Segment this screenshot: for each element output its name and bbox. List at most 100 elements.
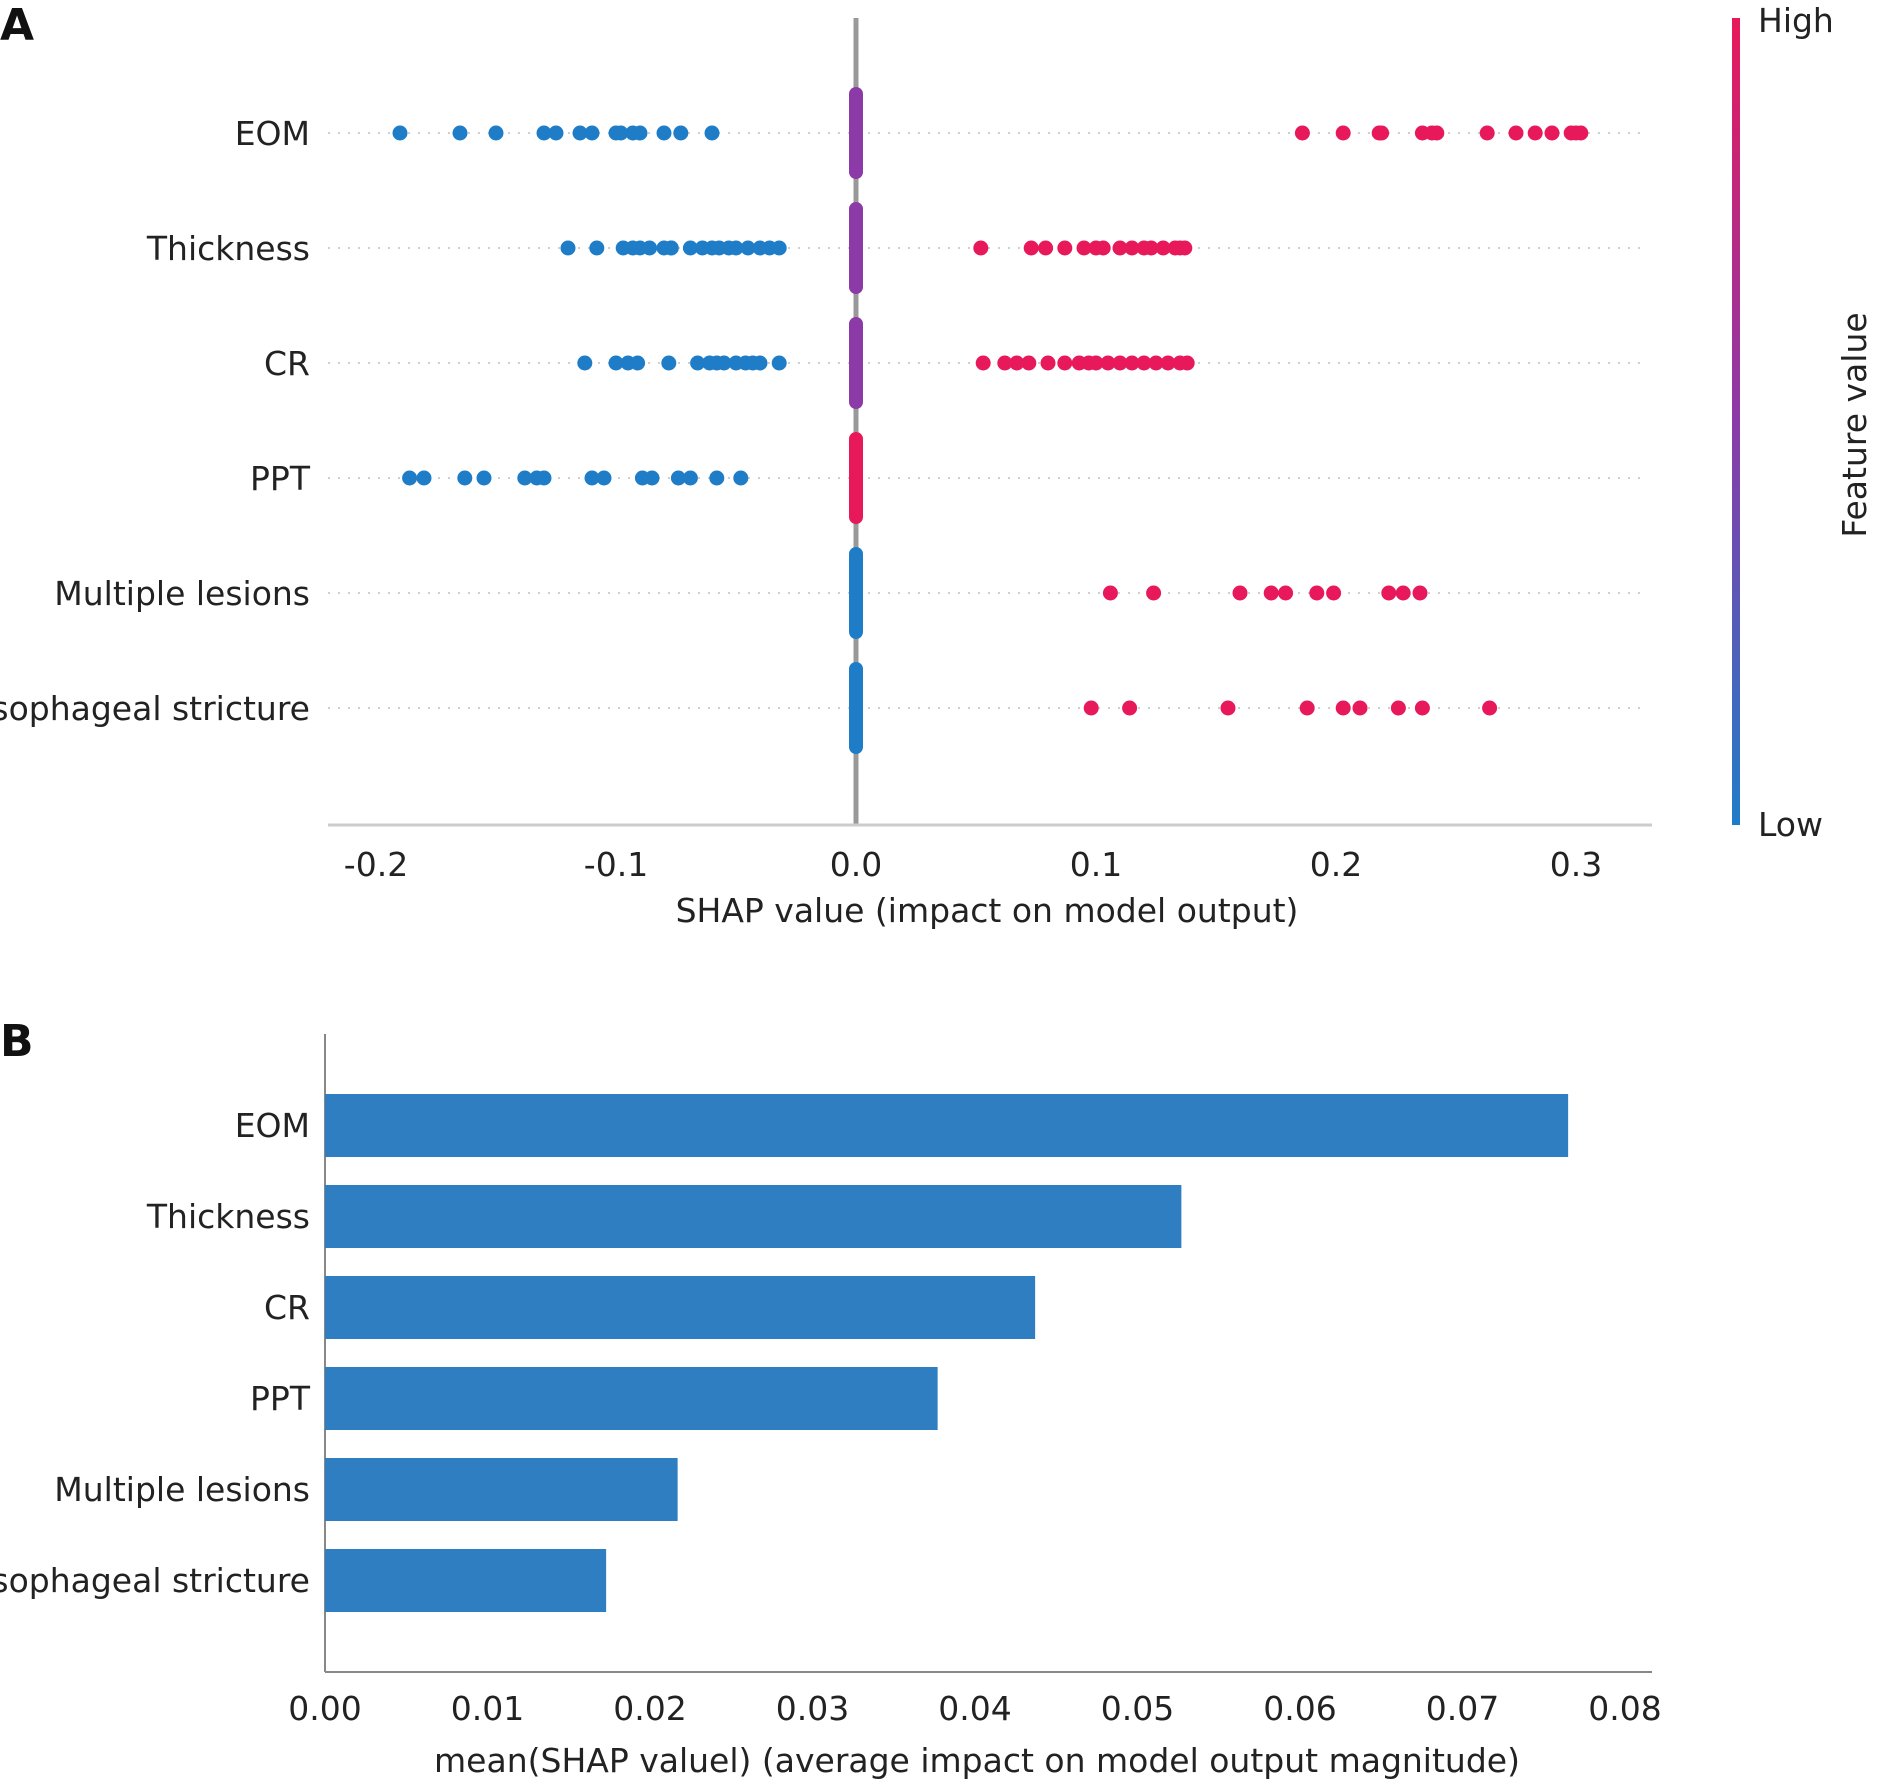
- bar: [325, 1549, 607, 1612]
- x-tick-label: 0.0: [830, 845, 882, 884]
- zero-cluster: [849, 87, 863, 179]
- point-low: [728, 240, 744, 256]
- point-high: [1508, 125, 1524, 141]
- point-low: [670, 470, 686, 486]
- point-high: [1100, 355, 1116, 371]
- feature-label: Esophageal stricture: [0, 689, 310, 728]
- bar-category-label: Esophageal stricture: [0, 1561, 310, 1600]
- feature-label: Multiple lesions: [54, 574, 310, 613]
- bar: [325, 1276, 1036, 1339]
- point-high: [1573, 125, 1589, 141]
- point-high: [1412, 585, 1428, 601]
- panel-a-x-label: SHAP value (impact on model output): [676, 891, 1299, 930]
- point-high: [1112, 240, 1128, 256]
- point-high: [1160, 355, 1176, 371]
- point-high: [1390, 700, 1406, 716]
- point-low: [656, 125, 672, 141]
- x-tick-label: 0.01: [451, 1689, 524, 1728]
- feature-label: EOM: [235, 114, 310, 153]
- x-tick-label: 0.1: [1070, 845, 1122, 884]
- point-high: [1179, 355, 1195, 371]
- point-high: [1143, 240, 1159, 256]
- point-low: [642, 240, 658, 256]
- zero-cluster: [849, 317, 863, 409]
- point-high: [1374, 125, 1390, 141]
- point-low: [416, 470, 432, 486]
- panel-a-letter: A: [0, 0, 34, 51]
- point-low: [560, 240, 576, 256]
- point-high: [1527, 125, 1543, 141]
- bar: [325, 1367, 938, 1430]
- point-low: [740, 240, 756, 256]
- point-high: [1479, 125, 1495, 141]
- x-tick-label: 0.03: [776, 1689, 849, 1728]
- point-high: [1076, 240, 1092, 256]
- point-low: [613, 125, 629, 141]
- point-low: [632, 125, 648, 141]
- panel-b-bars: [325, 1094, 1569, 1612]
- point-high: [997, 355, 1013, 371]
- point-low: [682, 240, 698, 256]
- point-high: [1040, 355, 1056, 371]
- point-high: [1038, 240, 1054, 256]
- point-low: [682, 470, 698, 486]
- point-high: [1299, 700, 1315, 716]
- point-low: [536, 470, 552, 486]
- point-high: [975, 355, 991, 371]
- zero-cluster: [849, 202, 863, 294]
- panel-b-x-ticks: 0.00 0.01 0.02 0.03 0.04 0.05 0.06 0.07 0.08: [288, 1689, 1661, 1728]
- point-high: [1395, 585, 1411, 601]
- point-low: [548, 125, 564, 141]
- point-high: [1083, 700, 1099, 716]
- point-high: [1309, 585, 1325, 601]
- point-low: [716, 355, 732, 371]
- point-low: [771, 240, 787, 256]
- feature-label: Thickness: [146, 229, 310, 268]
- point-high: [1023, 240, 1039, 256]
- zero-cluster: [849, 662, 863, 754]
- x-tick-label: 0.05: [1101, 1689, 1174, 1728]
- panel-a-zero-clusters: [849, 87, 863, 754]
- point-low: [608, 355, 624, 371]
- colorbar: [1732, 18, 1740, 825]
- point-low: [673, 125, 689, 141]
- point-high: [1112, 355, 1128, 371]
- point-high: [1352, 700, 1368, 716]
- point-low: [457, 470, 473, 486]
- x-tick-label: 0.02: [613, 1689, 686, 1728]
- point-high: [1146, 585, 1162, 601]
- point-high: [1124, 355, 1140, 371]
- bar-category-label: CR: [264, 1288, 310, 1327]
- point-high: [1263, 585, 1279, 601]
- x-tick-label: -0.1: [584, 845, 648, 884]
- point-low: [704, 125, 720, 141]
- bar-category-label: PPT: [250, 1379, 311, 1418]
- point-low: [584, 470, 600, 486]
- bar: [325, 1458, 678, 1521]
- point-low: [572, 125, 588, 141]
- point-low: [589, 240, 605, 256]
- point-high: [1335, 700, 1351, 716]
- x-tick-label: 0.2: [1310, 845, 1362, 884]
- point-low: [752, 355, 768, 371]
- point-high: [1335, 125, 1351, 141]
- point-high: [1232, 585, 1248, 601]
- panel-a-row-gridlines: [328, 132, 1648, 709]
- point-high: [1220, 700, 1236, 716]
- point-low: [596, 470, 612, 486]
- panel-b-feature-labels: EOM Thickness CR PPT Multiple lesions Esophag…: [0, 1106, 311, 1600]
- point-low: [733, 470, 749, 486]
- bar: [325, 1094, 1569, 1157]
- point-high: [1009, 355, 1025, 371]
- panel-b-letter: B: [0, 1016, 34, 1067]
- point-low: [536, 125, 552, 141]
- point-high: [1294, 125, 1310, 141]
- point-high: [973, 240, 989, 256]
- point-high: [1155, 240, 1171, 256]
- point-high: [1326, 585, 1342, 601]
- point-low: [476, 470, 492, 486]
- panel-a-points: [392, 125, 1589, 716]
- point-low: [402, 470, 418, 486]
- point-low: [661, 355, 677, 371]
